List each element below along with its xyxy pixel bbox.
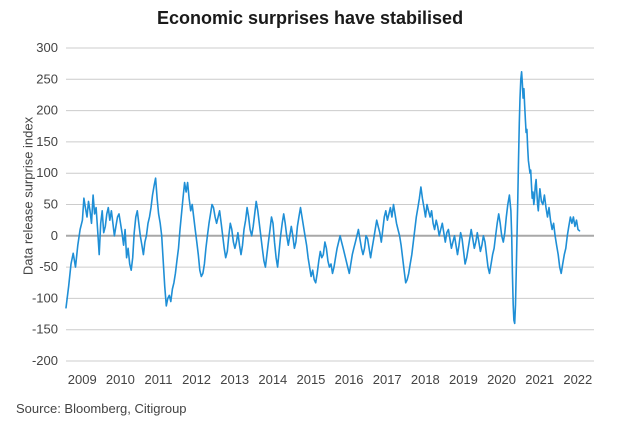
chart-title: Economic surprises have stabilised (156, 8, 464, 28)
source-note: Source: Bloomberg, Citigroup (16, 401, 187, 416)
x-tick-label: 2019 (449, 372, 478, 387)
y-tick-label: 0 (51, 228, 58, 243)
x-tick-label: 2011 (144, 372, 172, 387)
x-tick-label: 2009 (68, 372, 97, 387)
y-tick-label: 50 (44, 197, 58, 212)
x-tick-label: 2013 (220, 372, 249, 387)
x-tick-label: 2021 (525, 372, 554, 387)
x-tick-labels: 2009 2010 2011 2012 2013 2014 2015 2016 2017 2018… (68, 372, 593, 387)
series-line (65, 71, 581, 325)
x-tick-label: 2010 (106, 372, 135, 387)
x-tick-label: 2012 (182, 372, 211, 387)
x-tick-label: 2022 (563, 372, 592, 387)
series-lines (65, 71, 581, 325)
y-tick-label: -100 (32, 290, 58, 305)
x-tick-label: 2017 (373, 372, 402, 387)
x-tick-label: 2016 (335, 372, 364, 387)
x-tick-label: 2018 (411, 372, 440, 387)
y-tick-labels: 300 250 200 150 100 50 0 -50 -100 -150 -200 (32, 40, 58, 368)
x-tick-label: 2015 (296, 372, 325, 387)
y-tick-label: 100 (36, 165, 58, 180)
x-tick-label: 2014 (258, 372, 287, 387)
x-tick-label: 2020 (487, 372, 516, 387)
gridlines (66, 47, 594, 362)
y-tick-label: -200 (32, 353, 58, 368)
y-tick-label: 150 (36, 134, 58, 149)
y-tick-label: -50 (39, 259, 58, 274)
y-tick-label: 200 (36, 103, 58, 118)
y-tick-label: 250 (36, 71, 58, 86)
y-tick-label: 300 (36, 40, 58, 55)
y-tick-label: -150 (32, 322, 58, 337)
